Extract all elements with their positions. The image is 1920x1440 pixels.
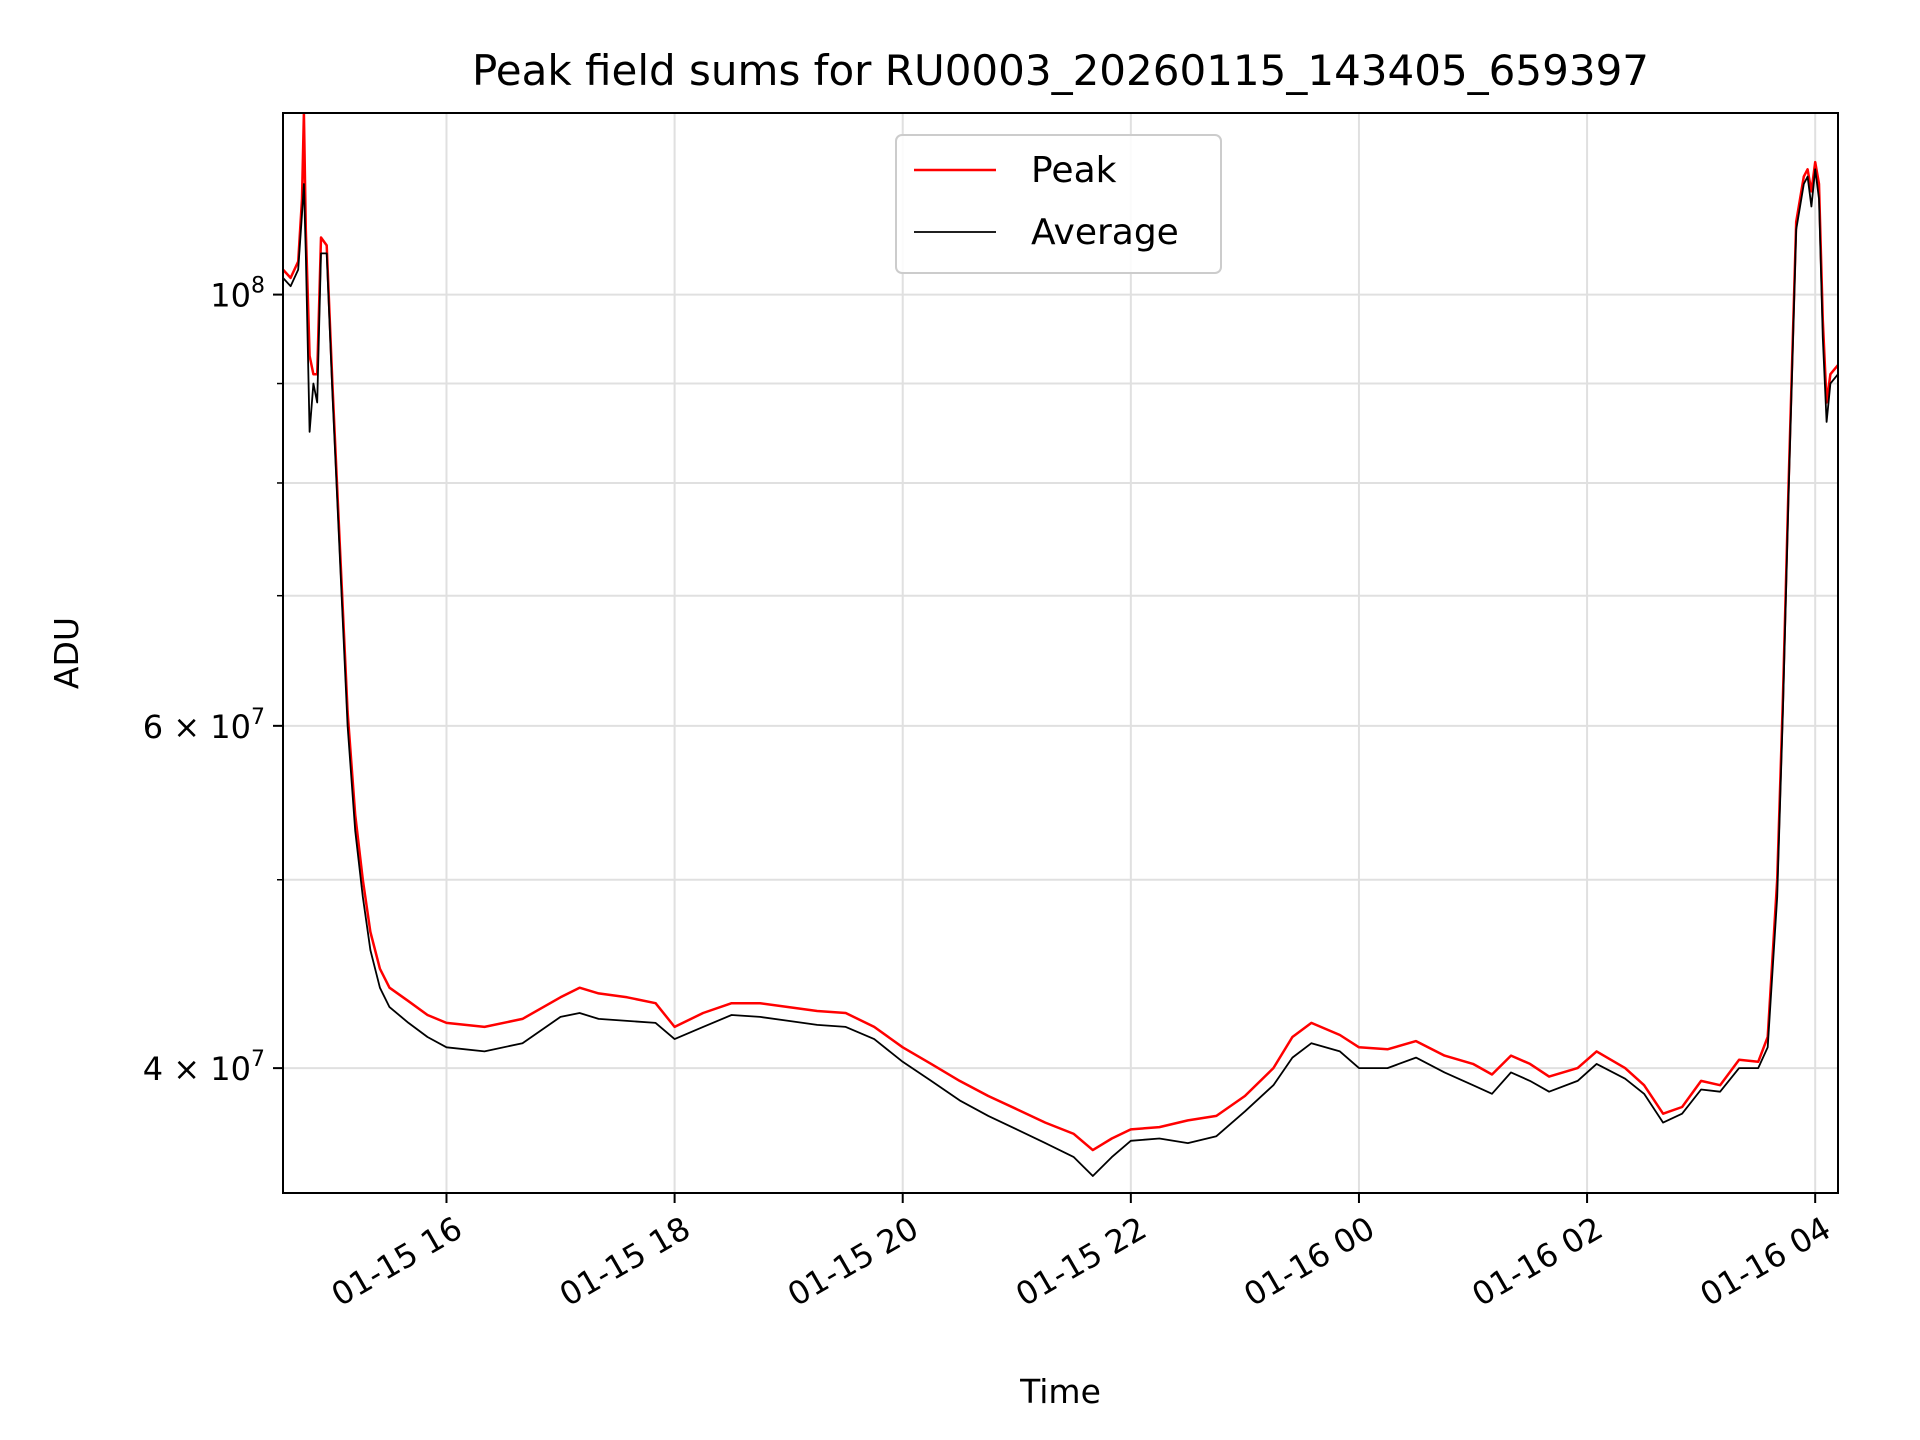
y-tick-label-base: 10 — [210, 277, 251, 315]
plot-lines — [283, 113, 1838, 1177]
y-tick-label-base: 4 × 10 — [143, 1050, 251, 1088]
y-tick-label-exponent: 7 — [251, 705, 265, 730]
grid — [283, 113, 1838, 1193]
y-axis-label: ADU — [47, 617, 86, 689]
series-line-peak — [283, 113, 1838, 1152]
legend: Peak Average — [895, 134, 1222, 274]
y-tick-label-exponent: 8 — [251, 274, 265, 299]
y-tick-label: 108 — [210, 274, 265, 315]
y-tick-label-exponent: 7 — [251, 1047, 265, 1072]
y-tick-label-base: 6 × 10 — [143, 708, 251, 746]
series-line-average — [283, 168, 1838, 1177]
legend-label-average: Average — [1031, 212, 1179, 253]
x-axis-label: Time — [1019, 1372, 1101, 1411]
legend-label-peak: Peak — [1031, 150, 1117, 191]
y-tick-label: 6 × 107 — [143, 705, 265, 746]
plot-frame — [282, 112, 1839, 1194]
y-tick-label: 4 × 107 — [143, 1047, 265, 1088]
chart-title: Peak field sums for RU0003_20260115_1434… — [472, 46, 1649, 95]
